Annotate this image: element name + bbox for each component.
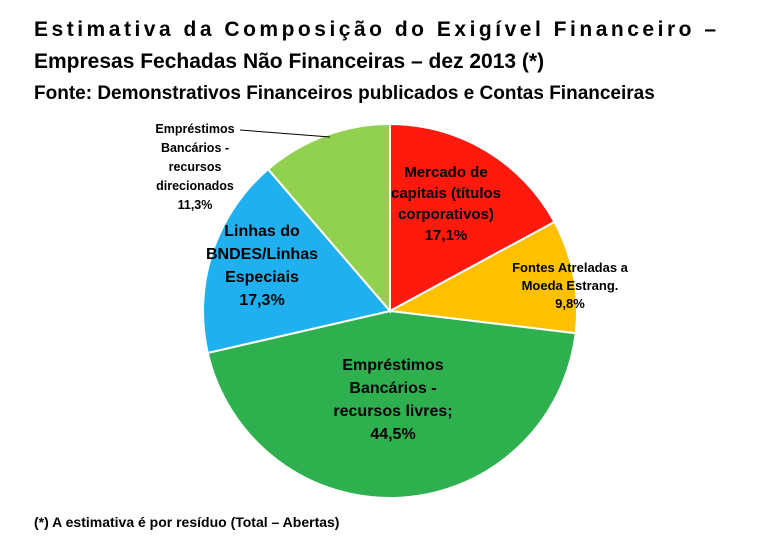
slice-label-line: Bancários - [161,141,229,155]
chart-subtitle: Fonte: Demonstrativos Financeiros public… [34,83,655,104]
slice-label-line: Empréstimos [342,357,443,374]
pie-slice [202,167,392,355]
slice-value-label: 11,3% [178,198,213,212]
slice-label-line: Especiais [225,269,299,286]
slice-label: Empréstimos Bancários - recursos direcionad… [155,122,234,212]
slice-label-line: Moeda Estrang. [522,278,619,293]
slice-label-line: direcionados [156,179,234,193]
slice-label-line: capitais (títulos [391,185,501,202]
slice-value-label: 17,1% [425,227,468,244]
slice-label-line: Linhas do [224,223,300,240]
slice-value-label: 9,8% [555,296,585,311]
pie-slice [389,122,556,313]
chart-title: Empresas Fechadas Não Financeiras – dez … [34,50,544,73]
slice-label-line: recursos livres; [333,403,452,420]
pie-slice [386,220,578,335]
slice-value-label: 17,3% [239,292,284,309]
slice-label-line: corporativos) [398,206,494,223]
slice-label-line: BNDES/Linhas [206,246,318,263]
chart-title: Estimativa da Composição do Exigível Fin… [34,18,716,41]
slice-label: Linhas do BNDES/Linhas Especiais 17,3% [206,223,318,309]
slice-label-line: Mercado de [404,164,487,181]
slice-label: Empréstimos Bancários - recursos livres; 44… [333,357,452,443]
slice-label: Mercado de capitais (títulos corporativos)… [391,164,501,244]
slice-label-line: recursos [169,160,222,174]
slice-label-line: Fontes Atreladas a [512,260,629,275]
slice-label: Fontes Atreladas a Moeda Estrang. 9,8% [512,260,629,311]
pie-slice [206,309,577,499]
pie-slice [266,122,391,314]
leader-line [239,129,331,138]
footnote: (*) A estimativa é por resíduo (Total – … [34,514,339,530]
slice-label-line: Bancários - [349,380,436,397]
slice-value-label: 44,5% [370,426,415,443]
slice-label-line: Empréstimos [155,122,234,136]
